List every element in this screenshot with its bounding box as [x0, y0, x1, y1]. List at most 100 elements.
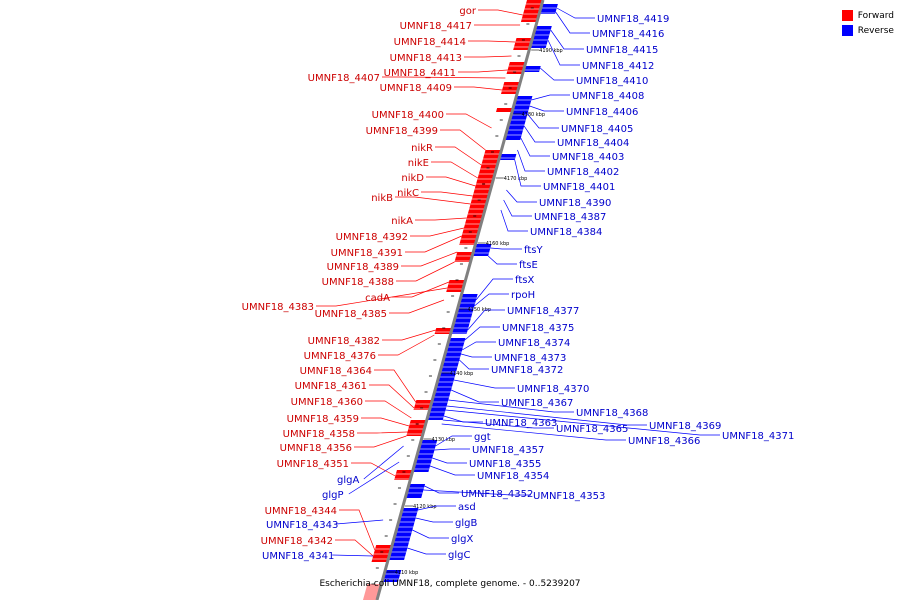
forward-gene	[520, 0, 542, 22]
forward-label-umnf18-4399: UMNF18_4399	[366, 126, 438, 137]
reverse-label-rpoh: rpoH	[511, 290, 535, 301]
forward-label-umnf18-4376: UMNF18_4376	[304, 351, 376, 362]
reverse-label-umnf18-4365: UMNF18_4365	[556, 424, 628, 435]
forward-label-umnf18-4414: UMNF18_4414	[394, 37, 466, 48]
kbp-tick-label: 4170 kbp	[504, 176, 528, 182]
reverse-label-umnf18-4366: UMNF18_4366	[628, 436, 700, 447]
reverse-label-umnf18-4375: UMNF18_4375	[502, 323, 574, 334]
reverse-leader	[529, 105, 564, 112]
forward-label-umnf18-4388: UMNF18_4388	[322, 277, 394, 288]
reverse-leader	[442, 419, 554, 429]
forward-label-umnf18-4356: UMNF18_4356	[280, 443, 352, 454]
forward-swatch	[841, 10, 853, 21]
reverse-leader	[445, 409, 720, 436]
kbp-tick-label: 4180 kbp	[521, 112, 545, 118]
forward-gene	[394, 470, 412, 480]
legend-forward-label: Forward	[857, 10, 894, 21]
reverse-label-umnf18-4387: UMNF18_4387	[534, 212, 606, 223]
reverse-label-glgc: glgC	[448, 550, 470, 561]
reverse-leader	[415, 517, 453, 523]
kbp-tick-label: 4150 kbp	[467, 307, 491, 313]
reverse-label-umnf18-4373: UMNF18_4373	[494, 353, 566, 364]
reverse-leader	[434, 448, 470, 451]
forward-label-umnf18-4359: UMNF18_4359	[287, 414, 359, 425]
forward-label-nikb: nikB	[371, 193, 393, 204]
reverse-label-umnf18-4353: UMNF18_4353	[533, 491, 605, 502]
forward-leader	[410, 227, 464, 237]
forward-label-umnf18-4411: UMNF18_4411	[384, 68, 456, 79]
label-leaders	[316, 7, 720, 557]
forward-leader	[339, 509, 376, 551]
reverse-gene	[451, 294, 478, 334]
reverse-leader	[531, 94, 570, 101]
reverse-label-umnf18-4415: UMNF18_4415	[586, 45, 658, 56]
reverse-leader	[435, 435, 472, 447]
reverse-label-glga: glgA	[337, 475, 359, 486]
reverse-label-glgx: glgX	[451, 534, 473, 545]
forward-leader	[369, 384, 415, 409]
reverse-label-umnf18-4384: UMNF18_4384	[530, 227, 602, 238]
reverse-leader	[487, 255, 517, 265]
forward-label-cada: cadA	[365, 293, 390, 304]
reverse-leader	[514, 159, 541, 187]
reverse-label-umnf18-4369: UMNF18_4369	[649, 421, 721, 432]
reverse-label-umnf18-4416: UMNF18_4416	[592, 29, 664, 40]
kbp-tick-label: 4110 kbp	[395, 570, 419, 576]
reverse-label-umnf18-4405: UMNF18_4405	[561, 124, 633, 135]
kbp-tick-label: 4130 kbp	[432, 437, 456, 443]
reverse-label-asd: asd	[458, 502, 476, 513]
reverse-leader	[500, 209, 528, 232]
forward-label-umnf18-4360: UMNF18_4360	[291, 397, 363, 408]
genome-axis	[375, 0, 545, 600]
reverse-leader	[459, 359, 489, 370]
reverse-gene	[530, 26, 552, 48]
forward-label-umnf18-4391: UMNF18_4391	[331, 248, 403, 259]
legend-forward: Forward	[841, 8, 894, 23]
forward-label-umnf18-4400: UMNF18_4400	[372, 110, 444, 121]
reverse-leader	[550, 29, 584, 50]
reverse-leader	[556, 7, 595, 19]
forward-label-umnf18-4409: UMNF18_4409	[380, 83, 452, 94]
reverse-leader	[527, 113, 559, 129]
forward-leader	[395, 196, 471, 205]
reverse-label-umnf18-4370: UMNF18_4370	[517, 384, 589, 395]
forward-leader	[415, 217, 467, 221]
reverse-label-umnf18-4355: UMNF18_4355	[469, 459, 541, 470]
forward-label-gor: gor	[459, 6, 476, 17]
reverse-label-umnf18-4406: UMNF18_4406	[566, 107, 638, 118]
reverse-label-umnf18-4368: UMNF18_4368	[576, 408, 648, 419]
forward-label-umnf18-4351: UMNF18_4351	[277, 459, 349, 470]
reverse-label-umnf18-4363: UMNF18_4363	[485, 418, 557, 429]
reverse-leader	[424, 485, 459, 494]
forward-label-umnf18-4407: UMNF18_4407	[308, 73, 380, 84]
kbp-tick-label: 4190 kbp	[539, 48, 563, 54]
forward-label-umnf18-4413: UMNF18_4413	[390, 53, 462, 64]
forward-leader	[478, 9, 523, 16]
forward-label-nikd: nikD	[401, 173, 424, 184]
reverse-label-umnf18-4419: UMNF18_4419	[597, 14, 669, 25]
forward-leader	[405, 235, 462, 253]
reverse-leader	[446, 405, 647, 426]
reverse-gene	[406, 484, 426, 498]
forward-label-umnf18-4382: UMNF18_4382	[308, 336, 380, 347]
reverse-gene	[505, 96, 533, 140]
forward-gene	[496, 108, 513, 112]
reverse-leader	[539, 67, 574, 81]
reverse-label-umnf18-4371: UMNF18_4371	[722, 431, 794, 442]
reverse-label-umnf18-4408: UMNF18_4408	[572, 91, 644, 102]
reverse-leader	[412, 529, 449, 539]
forward-leader	[421, 191, 473, 197]
forward-label-umnf18-4385: UMNF18_4385	[315, 309, 387, 320]
kbp-tick-label: 4160 kbp	[486, 241, 510, 247]
legend-reverse: Reverse	[841, 23, 894, 38]
forward-leader	[458, 69, 508, 73]
reverse-label-ggt: ggt	[474, 432, 491, 443]
reverse-leader	[348, 461, 400, 495]
reverse-label-glgb: glgB	[455, 518, 477, 529]
legend: Forward Reverse	[841, 8, 894, 38]
reverse-leader	[460, 353, 492, 358]
reverse-leader	[429, 465, 475, 476]
kbp-tick-label: 4120 kbp	[413, 504, 437, 510]
reverse-leader	[464, 326, 500, 341]
forward-gene	[413, 400, 432, 410]
